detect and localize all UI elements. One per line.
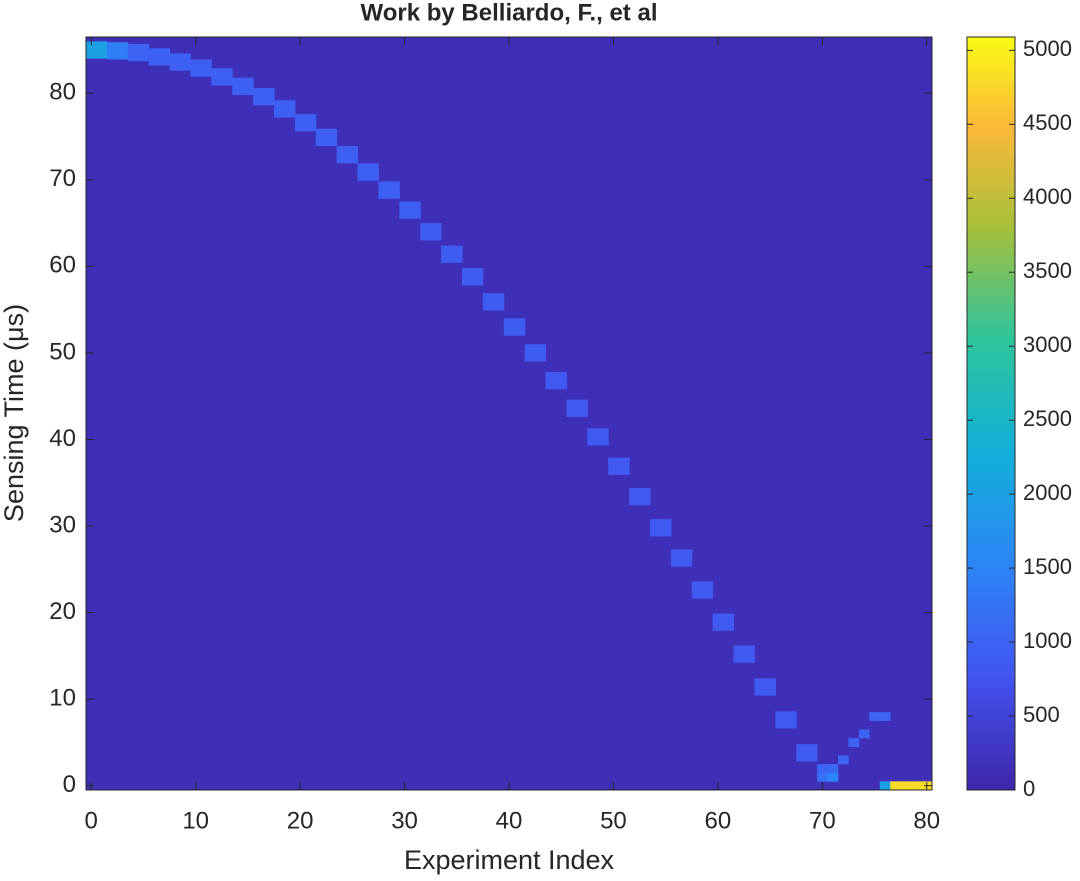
- cell: [858, 729, 870, 739]
- ridge-cell: [190, 59, 212, 77]
- ridge-cell: [503, 318, 526, 336]
- heatmap: [86, 37, 932, 790]
- cell: [817, 772, 828, 782]
- x-axis-label: Experiment Index: [404, 845, 615, 875]
- ridge-cell: [378, 181, 400, 199]
- x-tick-label: 40: [496, 807, 523, 834]
- ridge-cell: [775, 711, 797, 729]
- ridge-cell: [796, 744, 818, 762]
- ridge-cell: [441, 245, 463, 263]
- cell: [838, 755, 849, 765]
- ridge-cell: [650, 519, 672, 537]
- y-tick-label: 20: [49, 598, 76, 625]
- x-tick-label: 0: [85, 807, 98, 834]
- colorbar-tick-label: 3500: [1023, 258, 1072, 283]
- ridge-cell: [733, 645, 755, 663]
- colorbar-frame: [966, 36, 1016, 791]
- cell: [890, 781, 901, 790]
- ridge-cell: [86, 41, 108, 59]
- colorbar-tick-label: 2000: [1023, 480, 1072, 505]
- x-tick-label: 10: [182, 807, 209, 834]
- y-tick-label: 10: [49, 684, 76, 711]
- cell: [869, 712, 881, 722]
- cell: [879, 712, 891, 722]
- cell: [848, 738, 860, 748]
- ridge-cell: [420, 223, 442, 241]
- colorbar-tick-label: 2500: [1023, 406, 1072, 431]
- colorbar: [967, 37, 1015, 790]
- chart-title: Work by Belliardo, F., et al: [361, 0, 658, 26]
- y-tick-label: 60: [49, 252, 76, 279]
- colorbar-tick-label: 4500: [1023, 110, 1072, 135]
- x-tick-label: 50: [600, 807, 627, 834]
- ridge-cell: [357, 163, 379, 181]
- x-tick-label: 80: [913, 807, 940, 834]
- ridge-cell: [148, 48, 171, 66]
- x-tick-label: 30: [391, 807, 418, 834]
- y-tick-label: 40: [49, 425, 76, 452]
- ridge-cell: [629, 487, 651, 506]
- ridge-cell: [587, 428, 609, 446]
- ridge-cell: [545, 371, 567, 390]
- y-tick-label: 80: [49, 79, 76, 106]
- colorbar-tick-label: 4000: [1023, 184, 1072, 209]
- y-tick-label: 0: [63, 771, 76, 798]
- ridge-cell: [524, 344, 547, 362]
- ridge-cell: [274, 100, 296, 118]
- ridge-cell: [232, 77, 254, 95]
- colorbar-tick-label: 1000: [1023, 628, 1072, 653]
- colorbar-tick-label: 3000: [1023, 332, 1072, 357]
- cell: [817, 764, 828, 773]
- x-tick-label: 20: [287, 807, 314, 834]
- colorbar-tick-label: 5000: [1023, 36, 1072, 61]
- colorbar-tick-label: 0: [1023, 776, 1035, 801]
- ridge-cell: [315, 128, 338, 147]
- cell: [911, 781, 922, 790]
- ridge-cell: [754, 678, 776, 696]
- colorbar-tick-label: 500: [1023, 702, 1060, 727]
- ridge-cell: [106, 42, 129, 60]
- ridge-cell: [712, 613, 735, 631]
- ridge-cell: [336, 146, 359, 164]
- colorbar-tick-label: 1500: [1023, 554, 1072, 579]
- cell: [900, 781, 912, 790]
- ridge-cell: [608, 457, 630, 475]
- background-cells: [86, 37, 932, 790]
- y-tick-label: 30: [49, 511, 76, 538]
- ridge-cell: [462, 268, 484, 286]
- cell: [827, 772, 839, 782]
- ridge-cell: [566, 399, 588, 417]
- ridge-cell: [169, 53, 191, 71]
- x-tick-label: 60: [705, 807, 732, 834]
- ridge-cell: [399, 201, 421, 219]
- ridge-cell: [294, 114, 317, 132]
- ridge-cell: [253, 88, 275, 106]
- ridge-cell: [482, 293, 505, 311]
- ridge-cell: [691, 581, 714, 599]
- y-axis-label: Sensing Time (μs): [0, 304, 29, 522]
- cell: [879, 781, 891, 790]
- ridge-cell: [211, 68, 233, 86]
- x-tick-label: 70: [809, 807, 836, 834]
- cell: [827, 764, 839, 773]
- ridge-cell: [127, 43, 150, 62]
- ridge-cell: [670, 549, 693, 567]
- y-tick-label: 70: [49, 165, 76, 192]
- y-tick-label: 50: [49, 338, 76, 365]
